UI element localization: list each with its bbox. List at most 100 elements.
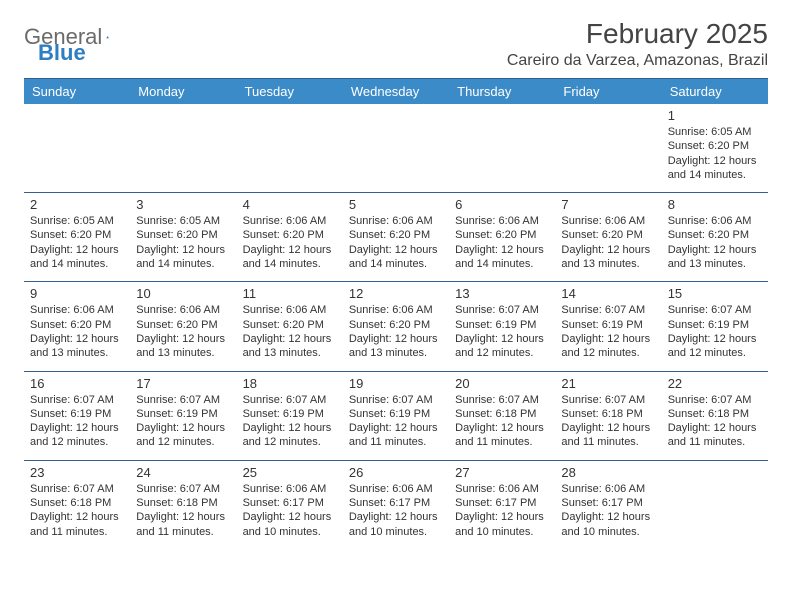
day-info: Sunrise: 6:06 AMSunset: 6:17 PMDaylight:… (455, 482, 549, 539)
sunset-text: Sunset: 6:17 PM (455, 496, 549, 510)
calendar-cell (449, 104, 555, 193)
sunset-text: Sunset: 6:20 PM (668, 228, 762, 242)
calendar-cell (343, 104, 449, 193)
day-info: Sunrise: 6:07 AMSunset: 6:19 PMDaylight:… (455, 303, 549, 360)
day-number: 20 (455, 376, 549, 391)
day-number: 4 (243, 197, 337, 212)
day-number: 9 (30, 286, 124, 301)
sunset-text: Sunset: 6:20 PM (243, 318, 337, 332)
calendar-cell: 14 Sunrise: 6:07 AMSunset: 6:19 PMDayligh… (555, 282, 661, 371)
day-info: Sunrise: 6:07 AMSunset: 6:19 PMDaylight:… (561, 303, 655, 360)
logo-word2: Blue (38, 40, 86, 66)
day-info: Sunrise: 6:06 AMSunset: 6:20 PMDaylight:… (349, 303, 443, 360)
daylight-text: Daylight: 12 hours and 11 minutes. (561, 421, 655, 450)
day-info: Sunrise: 6:06 AMSunset: 6:20 PMDaylight:… (349, 214, 443, 271)
day-info: Sunrise: 6:07 AMSunset: 6:18 PMDaylight:… (561, 393, 655, 450)
day-info: Sunrise: 6:06 AMSunset: 6:20 PMDaylight:… (30, 303, 124, 360)
calendar-cell: 22 Sunrise: 6:07 AMSunset: 6:18 PMDayligh… (662, 371, 768, 460)
day-info: Sunrise: 6:06 AMSunset: 6:20 PMDaylight:… (455, 214, 549, 271)
calendar-cell: 11 Sunrise: 6:06 AMSunset: 6:20 PMDayligh… (237, 282, 343, 371)
calendar-cell: 12 Sunrise: 6:06 AMSunset: 6:20 PMDayligh… (343, 282, 449, 371)
calendar-week: 9Sunrise: 6:06 AMSunset: 6:20 PMDaylight… (24, 282, 768, 371)
sunrise-text: Sunrise: 6:06 AM (30, 303, 124, 317)
logo: General Blue (24, 18, 128, 50)
day-number: 14 (561, 286, 655, 301)
sunrise-text: Sunrise: 6:06 AM (349, 303, 443, 317)
sunset-text: Sunset: 6:17 PM (349, 496, 443, 510)
sunrise-text: Sunrise: 6:06 AM (668, 214, 762, 228)
sunset-text: Sunset: 6:19 PM (349, 407, 443, 421)
sunrise-text: Sunrise: 6:06 AM (561, 214, 655, 228)
calendar-body: 1Sunrise: 6:05 AMSunset: 6:20 PMDaylight… (24, 104, 768, 549)
col-friday: Friday (555, 79, 661, 104)
sunset-text: Sunset: 6:19 PM (668, 318, 762, 332)
daylight-text: Daylight: 12 hours and 11 minutes. (668, 421, 762, 450)
sunset-text: Sunset: 6:20 PM (136, 318, 230, 332)
sunset-text: Sunset: 6:19 PM (455, 318, 549, 332)
calendar-week: 1Sunrise: 6:05 AMSunset: 6:20 PMDaylight… (24, 104, 768, 193)
calendar-cell: 16Sunrise: 6:07 AMSunset: 6:19 PMDayligh… (24, 371, 130, 460)
sunrise-text: Sunrise: 6:06 AM (243, 482, 337, 496)
title-block: February 2025 Careiro da Varzea, Amazona… (507, 18, 768, 70)
calendar-cell: 18Sunrise: 6:07 AMSunset: 6:19 PMDayligh… (237, 371, 343, 460)
sunset-text: Sunset: 6:20 PM (30, 228, 124, 242)
day-number: 6 (455, 197, 549, 212)
day-number: 17 (136, 376, 230, 391)
sunset-text: Sunset: 6:18 PM (455, 407, 549, 421)
day-number: 22 (668, 376, 762, 391)
day-number: 1 (668, 108, 762, 123)
day-number: 3 (136, 197, 230, 212)
sunrise-text: Sunrise: 6:06 AM (455, 214, 549, 228)
sunset-text: Sunset: 6:18 PM (561, 407, 655, 421)
day-info: Sunrise: 6:07 AMSunset: 6:18 PMDaylight:… (455, 393, 549, 450)
page-subtitle: Careiro da Varzea, Amazonas, Brazil (507, 52, 768, 70)
calendar-cell: 20 Sunrise: 6:07 AMSunset: 6:18 PMDayligh… (449, 371, 555, 460)
daylight-text: Daylight: 12 hours and 12 minutes. (243, 421, 337, 450)
calendar-cell: 28 Sunrise: 6:06 AMSunset: 6:17 PMDayligh… (555, 460, 661, 549)
day-number: 2 (30, 197, 124, 212)
day-info: Sunrise: 6:06 AMSunset: 6:17 PMDaylight:… (561, 482, 655, 539)
daylight-text: Daylight: 12 hours and 11 minutes. (349, 421, 443, 450)
sunrise-text: Sunrise: 6:06 AM (349, 214, 443, 228)
day-number: 11 (243, 286, 337, 301)
daylight-text: Daylight: 12 hours and 14 minutes. (349, 243, 443, 272)
calendar-cell: 24Sunrise: 6:07 AMSunset: 6:18 PMDayligh… (130, 460, 236, 549)
day-number: 12 (349, 286, 443, 301)
sunrise-text: Sunrise: 6:07 AM (243, 393, 337, 407)
sunset-text: Sunset: 6:18 PM (30, 496, 124, 510)
sunrise-text: Sunrise: 6:07 AM (455, 303, 549, 317)
calendar-cell: 13Sunrise: 6:07 AMSunset: 6:19 PMDayligh… (449, 282, 555, 371)
sunrise-text: Sunrise: 6:05 AM (30, 214, 124, 228)
calendar-cell (555, 104, 661, 193)
daylight-text: Daylight: 12 hours and 12 minutes. (561, 332, 655, 361)
daylight-text: Daylight: 12 hours and 13 minutes. (243, 332, 337, 361)
day-number: 21 (561, 376, 655, 391)
calendar-cell: 21 Sunrise: 6:07 AMSunset: 6:18 PMDayligh… (555, 371, 661, 460)
calendar-cell: 17Sunrise: 6:07 AMSunset: 6:19 PMDayligh… (130, 371, 236, 460)
day-info: Sunrise: 6:07 AMSunset: 6:18 PMDaylight:… (668, 393, 762, 450)
daylight-text: Daylight: 12 hours and 11 minutes. (455, 421, 549, 450)
day-info: Sunrise: 6:06 AMSunset: 6:20 PMDaylight:… (243, 214, 337, 271)
daylight-text: Daylight: 12 hours and 13 minutes. (561, 243, 655, 272)
day-number: 7 (561, 197, 655, 212)
daylight-text: Daylight: 12 hours and 14 minutes. (30, 243, 124, 272)
calendar-cell: 3 Sunrise: 6:05 AMSunset: 6:20 PMDaylight… (130, 193, 236, 282)
daylight-text: Daylight: 12 hours and 14 minutes. (455, 243, 549, 272)
day-number: 28 (561, 465, 655, 480)
calendar-cell: 4 Sunrise: 6:06 AMSunset: 6:20 PMDaylight… (237, 193, 343, 282)
day-number: 23 (30, 465, 124, 480)
daylight-text: Daylight: 12 hours and 14 minutes. (243, 243, 337, 272)
day-number: 10 (136, 286, 230, 301)
calendar-cell: 26Sunrise: 6:06 AMSunset: 6:17 PMDayligh… (343, 460, 449, 549)
day-info: Sunrise: 6:07 AMSunset: 6:19 PMDaylight:… (30, 393, 124, 450)
sunset-text: Sunset: 6:19 PM (136, 407, 230, 421)
day-number: 24 (136, 465, 230, 480)
sunrise-text: Sunrise: 6:07 AM (561, 303, 655, 317)
col-sunday: Sunday (24, 79, 130, 104)
day-info: Sunrise: 6:05 AMSunset: 6:20 PMDaylight:… (136, 214, 230, 271)
header-row: General Blue February 2025 Careiro da Va… (24, 18, 768, 70)
calendar-cell (24, 104, 130, 193)
sunrise-text: Sunrise: 6:06 AM (243, 303, 337, 317)
sunrise-text: Sunrise: 6:07 AM (668, 393, 762, 407)
daylight-text: Daylight: 12 hours and 12 minutes. (30, 421, 124, 450)
